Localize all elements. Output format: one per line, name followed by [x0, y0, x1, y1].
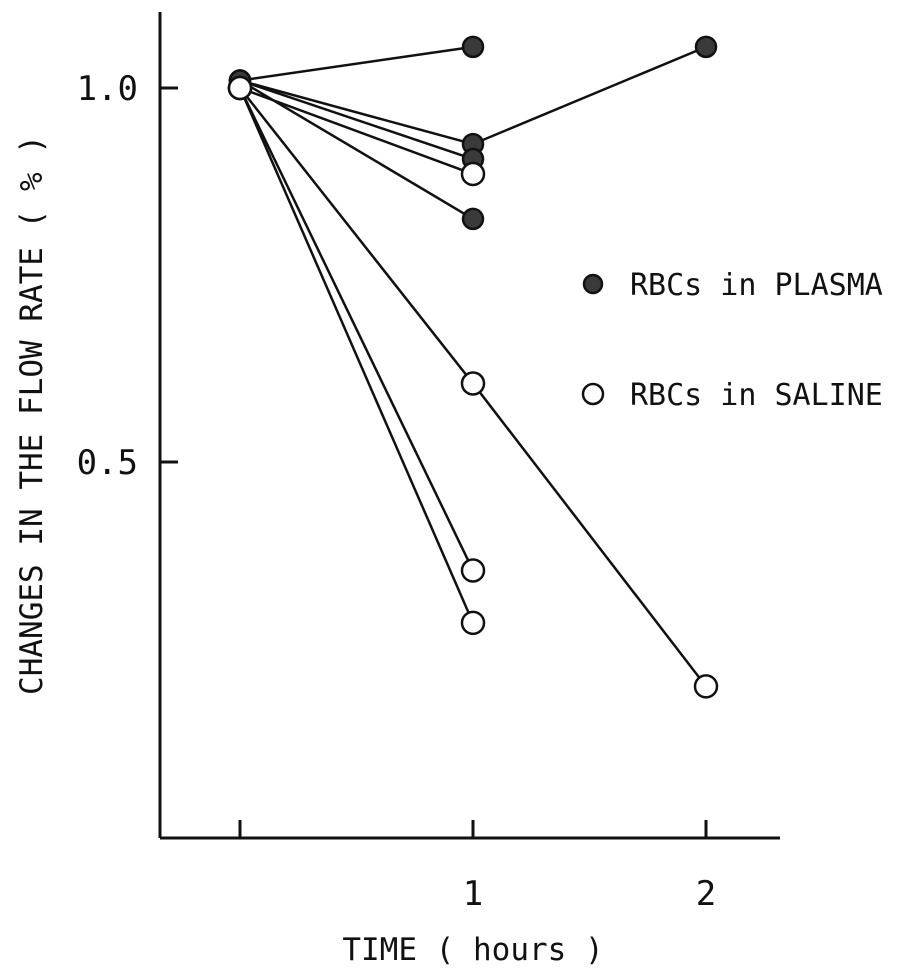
legend: RBCs in PLASMA RBCs in SALINE	[581, 268, 883, 413]
axis-ticks: 1 2 0.5 1.0	[77, 69, 717, 914]
y-axis-title: CHANGES IN THE FLOW RATE ( % )	[14, 135, 50, 695]
plasma-point	[461, 35, 485, 59]
x-axis-title: TIME ( hours )	[342, 932, 603, 968]
saline-point	[460, 558, 486, 583]
saline-point	[693, 674, 719, 699]
plasma-point	[694, 35, 718, 59]
legend-label: RBCs in SALINE	[630, 378, 883, 413]
legend-saline-marker	[581, 382, 605, 406]
saline-point	[227, 75, 253, 101]
series-line-5	[239, 86, 474, 176]
saline-point	[460, 610, 486, 636]
plasma-point	[461, 207, 485, 231]
saline-point	[460, 161, 486, 187]
legend-plasma-marker	[582, 273, 604, 295]
series-line-3	[239, 79, 474, 161]
x-tick-label: 1	[463, 874, 483, 914]
legend-label: RBCs in PLASMA	[630, 268, 883, 303]
series-line-7	[238, 87, 475, 572]
series-line-8	[238, 87, 475, 624]
y-tick-label: 0.5	[77, 443, 138, 483]
series-line-1	[239, 45, 474, 82]
y-tick-label: 1.0	[77, 69, 138, 109]
saline-point	[460, 371, 486, 396]
series-line-2	[239, 45, 707, 146]
data-points	[227, 35, 719, 699]
x-tick-label: 2	[696, 874, 716, 914]
